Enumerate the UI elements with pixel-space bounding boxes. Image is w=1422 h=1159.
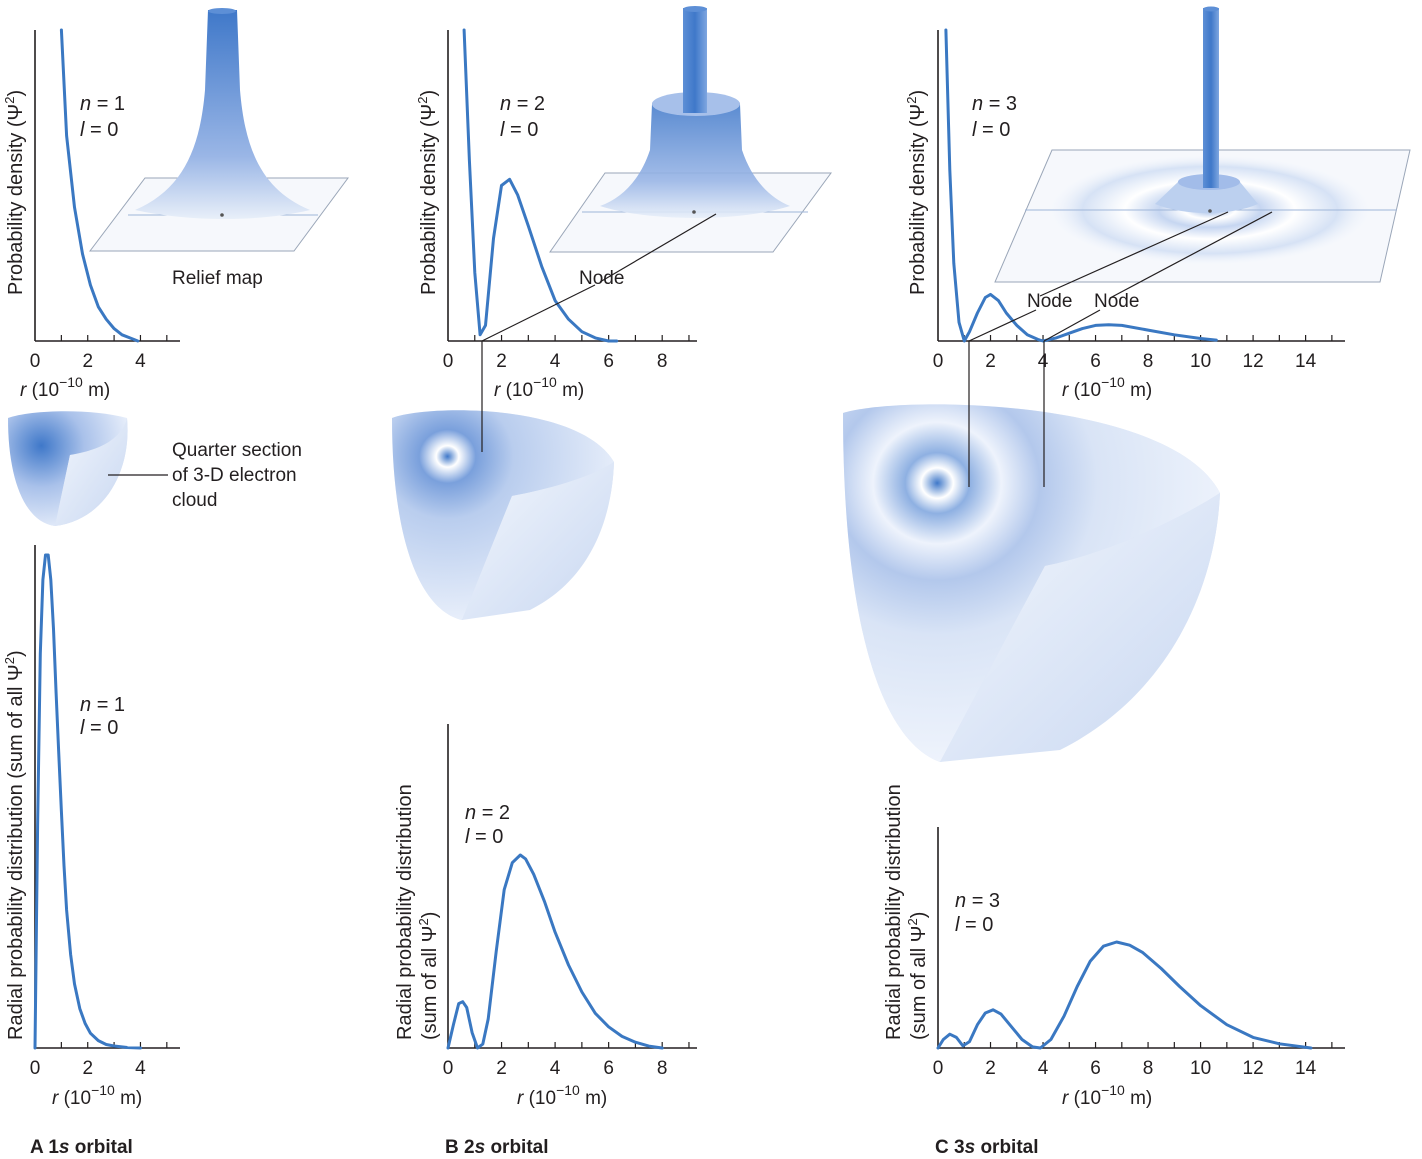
x-tick-label: 2 — [496, 1058, 507, 1079]
quantum-numbers-a-top: n = 1 — [80, 93, 125, 115]
quarter-section-1s — [8, 411, 128, 526]
density-2s-ylabel: Probability density (Ψ2) — [415, 90, 440, 295]
density-3s-xlabel: r (10−10 m) — [1062, 374, 1152, 401]
quantum-l-a-bottom: l = 0 — [80, 717, 118, 739]
x-tick-label: 6 — [1090, 1058, 1101, 1079]
x-tick-label: 8 — [1143, 1058, 1154, 1079]
quarter-section-label-line1: Quarter section — [172, 440, 302, 461]
quarter-section-2s — [392, 410, 614, 620]
panel-a: 0 2 4 Probability density (Ψ2) r (10−10 m)… — [2, 8, 349, 1158]
density-1s-xlabel: r (10−10 m) — [20, 374, 110, 401]
radial-3s-curve — [936, 940, 1313, 1050]
x-tick-label: 12 — [1243, 351, 1264, 372]
x-tick-label: 4 — [135, 351, 146, 372]
quarter-section-label-line2: of 3-D electron — [172, 465, 297, 486]
radial-3s-ylabel-line2: (sum of all Ψ2) — [905, 912, 930, 1040]
density-3s-curve — [944, 28, 1218, 343]
x-tick-label: 0 — [30, 351, 41, 372]
x-tick-label: 2 — [82, 1058, 93, 1079]
radial-2s-ylabel-line1: Radial probability distribution — [394, 784, 416, 1040]
x-tick-label: 8 — [657, 351, 668, 372]
x-tick-label: 4 — [550, 351, 561, 372]
quantum-l-b-bottom: l = 0 — [465, 826, 503, 848]
x-tick-label: 2 — [496, 351, 507, 372]
density-2s-curve — [462, 28, 619, 343]
radial-2s-ylabel-line2: (sum of all Ψ2) — [416, 912, 441, 1040]
node-label-c-1: Node — [1027, 291, 1072, 312]
x-tick-label: 0 — [30, 1058, 41, 1079]
caption-a: A 1s orbital — [30, 1137, 133, 1158]
quantum-numbers-c-bottom: n = 3 — [955, 890, 1000, 912]
caption-c: C 3s orbital — [935, 1137, 1039, 1158]
quantum-numbers-a-bottom: n = 1 — [80, 694, 125, 716]
x-tick-label: 12 — [1243, 1058, 1264, 1079]
x-tick-label: 4 — [1038, 351, 1049, 372]
x-tick-label: 8 — [657, 1058, 668, 1079]
relief-map-2s — [549, 6, 832, 253]
x-tick-label: 8 — [1143, 351, 1154, 372]
radial-1s-ylabel: Radial probability distribution (sum of … — [2, 650, 27, 1040]
x-tick-label: 0 — [443, 351, 454, 372]
radial-3s-ylabel-line1: Radial probability distribution — [883, 784, 905, 1040]
radial-2s-curve — [446, 853, 664, 1050]
x-tick-label: 0 — [933, 351, 944, 372]
x-tick-label: 6 — [1090, 351, 1101, 372]
radial-1s-xlabel: r (10−10 m) — [52, 1082, 142, 1109]
quarter-section-3s — [843, 404, 1220, 762]
radial-3s-xlabel: r (10−10 m) — [1062, 1082, 1152, 1109]
x-tick-label: 14 — [1295, 351, 1317, 372]
panel-b: 0 2 4 6 8 Probability density (Ψ2) r (10−10 … — [392, 6, 832, 1158]
relief-map-label: Relief map — [172, 268, 263, 289]
density-1s-curve — [59, 28, 140, 343]
quantum-numbers-b-top: n = 2 — [500, 93, 545, 115]
caption-b: B 2s orbital — [445, 1137, 549, 1158]
node-label-c-2: Node — [1094, 291, 1139, 312]
density-2s-xlabel: r (10−10 m) — [494, 374, 584, 401]
density-2s-axes: 0 2 4 6 8 — [443, 30, 697, 372]
quantum-numbers-c-top: n = 3 — [972, 93, 1017, 115]
density-3s-ylabel: Probability density (Ψ2) — [904, 90, 929, 295]
x-tick-label: 6 — [603, 351, 614, 372]
x-tick-label: 2 — [82, 351, 93, 372]
node-label-b: Node — [579, 268, 624, 289]
x-tick-label: 4 — [135, 1058, 146, 1079]
x-tick-label: 0 — [933, 1058, 944, 1079]
x-tick-label: 2 — [985, 1058, 996, 1079]
quantum-l-b-top: l = 0 — [500, 119, 538, 141]
x-tick-label: 10 — [1190, 1058, 1211, 1079]
x-tick-label: 4 — [550, 1058, 561, 1079]
x-tick-label: 10 — [1190, 351, 1211, 372]
density-1s-ylabel: Probability density (Ψ2) — [2, 90, 27, 295]
quantum-l-c-top: l = 0 — [972, 119, 1010, 141]
relief-map-1s — [88, 8, 349, 252]
x-tick-label: 14 — [1295, 1058, 1317, 1079]
x-tick-label: 4 — [1038, 1058, 1049, 1079]
quarter-section-label-line3: cloud — [172, 490, 217, 511]
relief-map-3s — [994, 6, 1411, 283]
x-tick-label: 6 — [603, 1058, 614, 1079]
x-tick-label: 2 — [985, 351, 996, 372]
quantum-numbers-b-bottom: n = 2 — [465, 802, 510, 824]
quantum-l-c-bottom: l = 0 — [955, 914, 993, 936]
radial-2s-axes: 0 2 4 6 8 — [443, 724, 697, 1079]
x-tick-label: 0 — [443, 1058, 454, 1079]
radial-1s-curve — [33, 553, 142, 1050]
quantum-l-a-top: l = 0 — [80, 119, 118, 141]
density-1s-axes: 0 2 4 — [30, 30, 180, 372]
radial-3s-axes: 0 2 4 6 8 10 12 14 — [933, 827, 1345, 1079]
density-3s-axes: 0 2 4 6 8 10 12 14 — [933, 30, 1345, 372]
radial-2s-xlabel: r (10−10 m) — [517, 1082, 607, 1109]
panel-c: 0 2 4 6 8 10 12 14 Probability density (Ψ2) r (… — [843, 6, 1411, 1158]
